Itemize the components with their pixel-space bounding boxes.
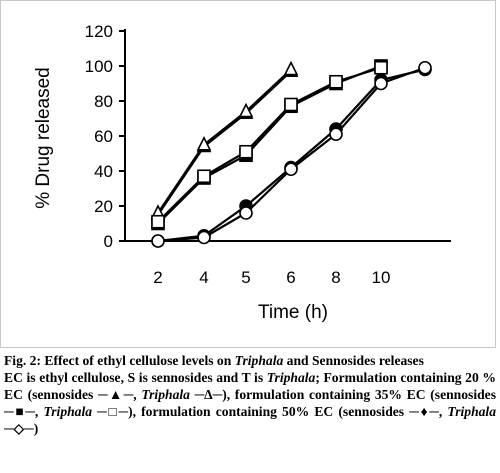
caption-part-b: Triphala bbox=[266, 370, 316, 385]
y-tick-label: 60 bbox=[94, 127, 113, 146]
marker-open-square bbox=[329, 74, 343, 89]
x-axis-label: Time (h) bbox=[258, 302, 328, 323]
marker-open-square bbox=[284, 97, 298, 112]
figure-frame: 0 20 40 60 80 100 120 2 4 5 6 8 10 % Drug released T… bbox=[0, 0, 496, 348]
series-line bbox=[157, 70, 292, 216]
marker-open-diamond bbox=[239, 206, 253, 220]
marker-open-square bbox=[151, 214, 165, 229]
caption-part-f: Triphala bbox=[43, 404, 93, 419]
caption-body: EC is ethyl cellulose, S is sennosides a… bbox=[4, 369, 496, 437]
x-tick-label: 2 bbox=[153, 268, 162, 287]
marker-open-triangle bbox=[238, 102, 254, 118]
figure-caption: Fig. 2: Effect of ethyl cellulose levels… bbox=[4, 352, 496, 437]
caption-fig-rest: and Sennosides releases bbox=[283, 353, 424, 368]
marker-open-triangle bbox=[283, 60, 299, 76]
x-tick-label: 5 bbox=[241, 268, 250, 287]
caption-part-d: Triphala bbox=[141, 387, 190, 402]
drug-release-chart: 0 20 40 60 80 100 120 2 4 5 6 8 10 % Drug released T… bbox=[33, 22, 451, 323]
series-line bbox=[157, 66, 382, 223]
y-axis-label: % Drug released bbox=[33, 67, 54, 209]
x-tick-label: 10 bbox=[372, 268, 391, 287]
y-tick-label: 20 bbox=[94, 197, 113, 216]
y-tick-label: 40 bbox=[94, 162, 113, 181]
caption-fig-label: Fig. 2: Effect of ethyl cellulose levels… bbox=[4, 353, 235, 368]
x-tick-label: 4 bbox=[199, 268, 208, 287]
series-open-triangle bbox=[150, 60, 299, 219]
y-tick-label: 0 bbox=[104, 232, 113, 251]
marker-open-square bbox=[239, 144, 253, 159]
marker-open-diamond bbox=[284, 162, 298, 177]
caption-title: Fig. 2: Effect of ethyl cellulose levels… bbox=[4, 352, 496, 369]
caption-part-c: ; Formulation containing 20 % EC (sennos… bbox=[4, 370, 496, 402]
marker-open-square bbox=[374, 60, 388, 75]
axes: 0 20 40 60 80 100 120 2 4 5 6 8 10 bbox=[85, 22, 451, 287]
marker-open-diamond bbox=[151, 234, 165, 248]
caption-part-h: Triphala bbox=[447, 404, 496, 419]
x-tick-label: 6 bbox=[286, 268, 295, 287]
series-line bbox=[157, 68, 292, 214]
marker-open-diamond bbox=[418, 60, 432, 75]
caption-part-a: EC is ethyl cellulose, S is sennosides a… bbox=[4, 370, 267, 385]
caption-part-e: ─∆─), formulation containing 35% EC (sen… bbox=[4, 387, 496, 419]
y-tick-label: 100 bbox=[85, 57, 113, 76]
marker-open-diamond bbox=[197, 230, 211, 245]
caption-fig-italic: Triphala bbox=[234, 353, 284, 368]
series-filled-square bbox=[151, 59, 388, 231]
marker-open-square bbox=[197, 169, 211, 184]
x-tick-label: 8 bbox=[331, 268, 340, 287]
marker-open-diamond bbox=[329, 127, 343, 142]
series-filled-triangle bbox=[150, 62, 299, 221]
series-open-diamond bbox=[151, 60, 432, 248]
marker-open-diamond bbox=[374, 76, 388, 91]
caption-part-g: ─□─), formulation containing 50% EC (sen… bbox=[92, 404, 448, 419]
y-tick-label: 80 bbox=[94, 92, 113, 111]
y-tick-label: 120 bbox=[85, 22, 113, 41]
series-line bbox=[157, 64, 382, 225]
marker-open-triangle bbox=[196, 135, 212, 151]
series-filled-diamond bbox=[151, 62, 432, 248]
series-open-square bbox=[151, 60, 388, 229]
series-layer bbox=[150, 59, 432, 248]
caption-part-i: ─◇─) bbox=[4, 421, 39, 436]
